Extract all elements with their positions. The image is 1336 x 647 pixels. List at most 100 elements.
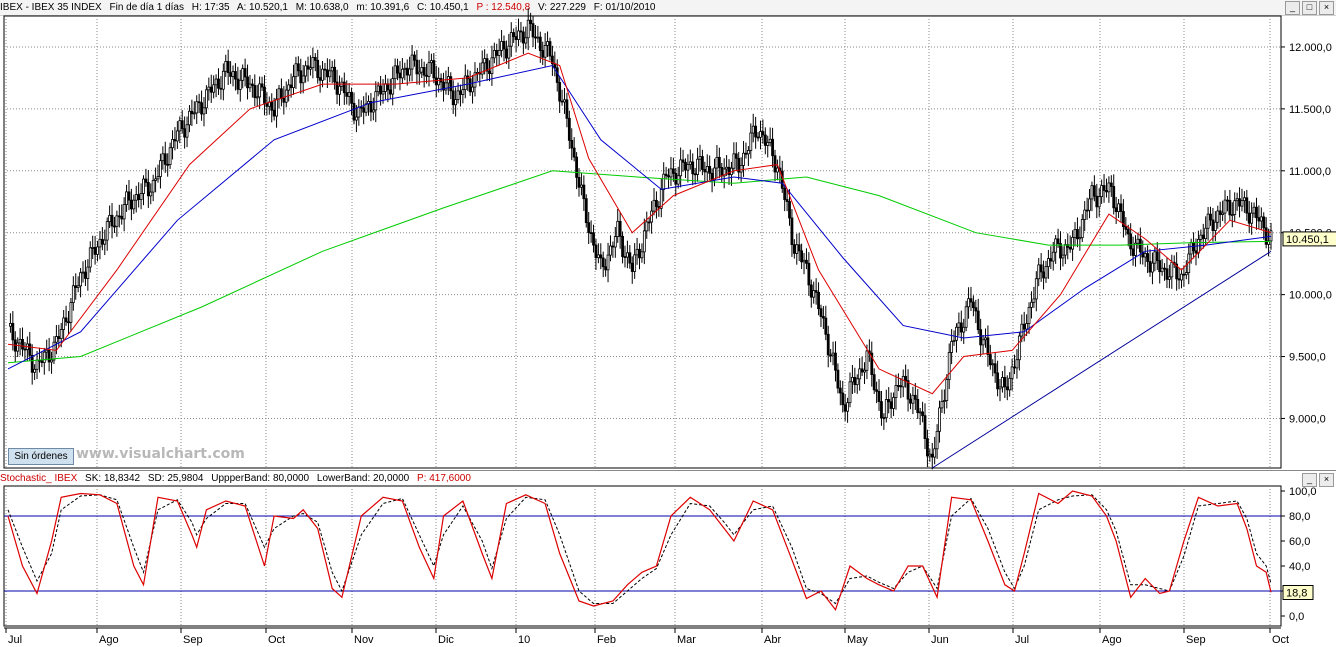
moving-average-mid-line [7,64,1272,370]
time-label: H: 17:35 [191,2,230,13]
candle-body [1105,190,1108,193]
candle-body [517,30,520,40]
candle-body [1134,242,1137,256]
y-tick-label: 11.500,0 [1289,104,1331,116]
candle-body [1138,238,1142,253]
candle-body [76,285,80,288]
candle-body [889,401,893,409]
candle-body [381,91,385,95]
candle-body [988,354,992,366]
candle-body [909,398,912,404]
candle-body [1209,213,1212,221]
candle-body [432,60,436,79]
candle-body [662,173,666,190]
candle-body [918,411,922,414]
candle-body [347,91,351,97]
candle-body [913,394,917,400]
candle-body [763,134,767,146]
candle-body [783,187,787,200]
candle-body [1213,221,1217,231]
candle-body [853,377,857,386]
candle-body [1037,264,1041,280]
candle-body [863,369,866,373]
minimize-button[interactable]: _ [1285,1,1300,15]
price-panel [3,15,1282,469]
candle-body [962,326,966,333]
candle-body [190,110,194,115]
stoch-upper-label: UppperBand: 80,0000 [211,473,310,484]
candle-body [132,199,136,210]
candle-body [180,120,184,130]
support-trendline [932,250,1272,469]
x-tick-label: Feb [597,634,616,646]
stoch-y-tick-label: 100,0 [1289,486,1317,498]
candle-body [71,285,75,303]
candle-body [998,386,1002,390]
candle-body [991,363,995,366]
candle-body [386,83,390,91]
candle-body [456,90,460,100]
candle-body [841,392,845,406]
candle-body [996,372,999,390]
candle-body [722,168,726,177]
stochastic-info-bar: Stochastic_ IBEX SK: 18,8342 SD: 25,9804… [0,472,1280,485]
candle-body [652,199,656,212]
candle-body [1063,244,1067,256]
candle-body [1175,263,1179,280]
candle-body [601,257,605,268]
candle-body [483,58,487,64]
candle-body [894,385,898,398]
candle-body [981,339,985,346]
candle-body [238,79,242,90]
x-tick-label: Jul [1015,634,1029,646]
candle-body [587,222,591,233]
candle-body [645,221,649,232]
candle-body [475,71,479,74]
candle-body [350,91,353,104]
candle-body [364,103,368,113]
maximize-button[interactable]: □ [1302,1,1317,15]
candle-body [725,166,729,170]
candle-body [800,250,804,263]
candle-body [408,68,412,76]
pane-close-button[interactable]: × [1319,473,1334,487]
candle-body [785,199,789,202]
candle-body [459,90,462,95]
candle-body [301,75,305,84]
candle-body [1008,377,1012,391]
candle-body [422,67,426,76]
candle-body [57,336,61,339]
candle-body [168,147,172,166]
candle-body [797,244,801,252]
candle-body [824,317,828,335]
candle-body [263,86,266,104]
y-tick-label: 9.500,0 [1289,352,1326,364]
orders-button[interactable]: Sin órdenes [8,448,74,465]
candle-body [746,150,750,155]
stoch-lower-label: LowerBand: 20,0000 [316,473,410,484]
close-button[interactable]: × [1319,1,1334,15]
candle-body [117,215,121,218]
candle-body [1059,243,1062,259]
candle-body [241,68,245,81]
candle-body [30,354,34,373]
candle-body [906,380,910,400]
candle-body [1250,212,1254,224]
candle-body [490,57,494,75]
candle-body [1247,212,1251,224]
candle-body [325,69,329,78]
x-tick-label: Abr [764,634,781,646]
candle-body [887,399,891,403]
candle-body [705,166,709,173]
candle-body [1240,200,1244,207]
pane-minimize-button[interactable]: _ [1302,473,1317,487]
candle-body [756,136,760,139]
candle-body [570,139,574,149]
candle-body [151,180,155,193]
candle-body [323,68,327,71]
candle-body [628,252,632,264]
candle-body [529,19,533,25]
candle-body [1085,209,1089,212]
candle-body [626,252,629,258]
candle-body [1010,366,1014,379]
